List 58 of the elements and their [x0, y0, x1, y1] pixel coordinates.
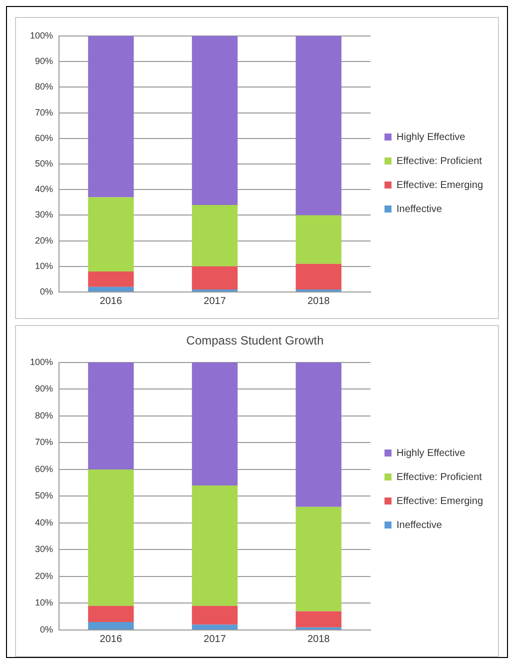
bar: [88, 606, 134, 622]
bar: [88, 286, 134, 292]
legend-label: Ineffective: [396, 520, 442, 531]
bar: [88, 197, 134, 272]
y-tick-label: 70%: [35, 107, 54, 118]
y-tick-label: 60%: [35, 464, 54, 474]
legend-label: Effective: Emerging: [396, 180, 484, 191]
legend-label: Ineffective: [396, 204, 442, 215]
y-tick-label: 90%: [35, 384, 54, 394]
bar: [88, 272, 134, 287]
x-tick-label: 2018: [307, 634, 330, 645]
bar: [296, 215, 342, 264]
x-tick-label: 2018: [307, 296, 330, 307]
y-tick-label: 100%: [30, 30, 54, 40]
y-tick-label: 40%: [35, 184, 54, 194]
y-tick-label: 50%: [35, 158, 54, 168]
y-tick-label: 100%: [30, 356, 54, 367]
y-tick-label: 70%: [35, 437, 54, 448]
y-tick-label: 80%: [35, 82, 54, 92]
bar: [192, 204, 238, 266]
bar: [192, 36, 238, 205]
y-tick-label: 10%: [35, 260, 54, 271]
bar: [192, 624, 238, 630]
bar: [192, 362, 238, 486]
bar: [88, 36, 134, 198]
bar: [88, 622, 134, 630]
legend-label: Highly Effective: [396, 132, 466, 143]
bar: [296, 264, 342, 290]
y-tick-label: 60%: [35, 132, 54, 143]
bar: [296, 36, 342, 216]
y-tick-label: 80%: [35, 410, 54, 420]
x-tick-label: 2017: [204, 634, 226, 645]
y-tick-label: 0%: [40, 286, 54, 296]
y-tick-label: 30%: [35, 544, 54, 554]
y-tick-label: 20%: [35, 235, 54, 246]
y-tick-label: 0%: [40, 624, 54, 634]
y-tick-label: 50%: [35, 490, 54, 501]
x-tick-label: 2016: [100, 634, 122, 645]
y-tick-label: 20%: [35, 570, 54, 581]
bar: [192, 485, 238, 606]
bar: [192, 606, 238, 625]
legend-label: Effective: Proficient: [396, 472, 482, 483]
bar: [296, 611, 342, 628]
bar: [296, 362, 342, 507]
bar: [88, 469, 134, 606]
x-tick-label: 2017: [204, 296, 226, 307]
bar: [88, 362, 134, 470]
bar: [192, 266, 238, 290]
legend-label: Effective: Emerging: [396, 496, 484, 507]
y-tick-label: 90%: [35, 56, 54, 66]
y-tick-label: 40%: [35, 517, 54, 528]
chart-title: Compass Student Growth: [186, 334, 324, 348]
x-tick-label: 2016: [100, 296, 122, 307]
legend-label: Effective: Proficient: [396, 156, 482, 167]
bar: [296, 506, 342, 612]
y-tick-label: 10%: [35, 598, 54, 608]
legend-label: Highly Effective: [396, 448, 466, 459]
y-tick-label: 30%: [35, 210, 54, 220]
